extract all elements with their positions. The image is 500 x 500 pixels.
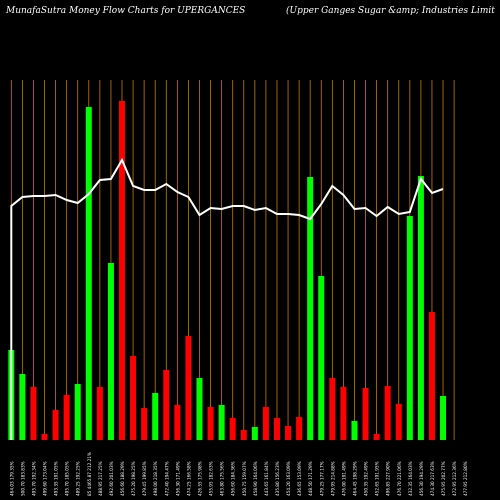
money-flow-bar: [373, 434, 380, 440]
x-tick-label: 464.45 198.29%: [352, 461, 357, 496]
x-tick-label: 500.70 183.83%: [20, 461, 25, 496]
money-flow-bar: [262, 407, 269, 440]
x-tick-label: 443.65 161.84%: [264, 461, 269, 496]
x-tick-label: 455.95 182.63%: [209, 461, 214, 496]
x-tick-label: 492.60 201.03%: [109, 461, 114, 496]
x-tick-label: 495.70 185.05%: [65, 461, 70, 496]
x-tick-label: 475.20 198.25%: [131, 461, 136, 496]
x-tick-label: 474.30 217.63%: [430, 461, 435, 496]
money-flow-bar: [141, 408, 148, 440]
x-tick-label: 448.50 171.29%: [308, 461, 313, 496]
x-tick-label: 472.40 194.47%: [164, 461, 169, 496]
x-tick-label: 476.70 221.06%: [397, 461, 402, 496]
money-flow-bar: [30, 387, 37, 440]
x-tick-label: 452.65 191.95%: [375, 461, 380, 496]
x-tick-label: 435.80 156.23%: [275, 461, 280, 496]
x-tick-label: 479.45 199.85%: [142, 461, 147, 496]
line-series: [10, 157, 444, 440]
x-tick-label: 432.35 164.03%: [408, 461, 413, 496]
money-flow-bar: [307, 177, 314, 440]
x-tick-label: 474.25 166.58%: [186, 461, 191, 496]
money-flow-bar: [119, 101, 125, 440]
x-tick-label: 450.35 192.49%: [364, 461, 369, 496]
x-tick-label: 472.95 212.36%: [452, 461, 457, 496]
x-tick-label: 475.95 202.77%: [441, 461, 446, 496]
money-flow-bar: [251, 427, 258, 440]
money-flow-bar: [229, 418, 236, 440]
money-flow-bar: [296, 417, 303, 440]
money-flow-bar: [384, 386, 391, 440]
x-tick-label: 85 4465.87 212.21%: [87, 452, 92, 496]
x-tick-label: 436.65 153.09%: [297, 461, 302, 496]
money-flow-bar: [351, 421, 358, 440]
x-tick-label: 495.70 192.34%: [31, 461, 36, 496]
x-tick-label: 454.20 163.09%: [286, 461, 291, 496]
x-tick-label: 456.60 184.36%: [231, 461, 236, 496]
x-tick-label: 493.35 191.05%: [54, 461, 59, 496]
money-flow-bar: [52, 410, 59, 440]
money-flow-bar: [273, 418, 280, 440]
money-flow-bar: [152, 393, 159, 440]
money-flow-bar: [41, 434, 48, 440]
x-tick-label: 488.95 217.25%: [98, 461, 103, 496]
x-tick-label: 479.95 214.88%: [330, 461, 335, 496]
money-flow-bar: [318, 276, 325, 440]
money-flow-bar: [185, 336, 192, 440]
money-flow-bar: [240, 430, 247, 440]
money-flow-bar: [107, 263, 114, 440]
money-flow-bar: [285, 426, 292, 440]
money-flow-bar: [207, 407, 214, 440]
chart-subtitle: (Upper Ganges Sugar &amp; Industries Lim…: [286, 6, 495, 16]
money-flow-bar: [196, 378, 203, 440]
x-tick-label: 426.55 175.98%: [197, 461, 202, 496]
x-tick-label: 476.00 191.49%: [341, 461, 346, 496]
x-tick-labels: 464.03 179.35% 500.70 183.83% 495.70 192.3…: [9, 452, 468, 496]
bar-series: [8, 101, 447, 440]
x-tick-label: 456.30 171.49%: [175, 461, 180, 496]
money-flow-bar: [428, 312, 435, 440]
x-tick-label: 450.75 159.07%: [242, 461, 247, 496]
x-tick-label: 498.00 218.35%: [153, 461, 158, 496]
money-flow-line: [10, 157, 444, 440]
money-flow-bar: [96, 387, 103, 440]
money-flow-bar: [74, 384, 81, 440]
money-flow-bar: [395, 404, 402, 440]
x-tick-label: 456.60 188.29%: [120, 461, 125, 496]
money-flow-bar: [218, 405, 225, 440]
money-flow-bar: [340, 387, 347, 440]
money-flow-bar: [362, 388, 369, 440]
chart-title: MunafaSutra Money Flow Charts for UPERGA…: [6, 6, 246, 16]
x-tick-label: 464.03 179.35%: [9, 461, 14, 496]
x-tick-label: 489.25 192.25%: [76, 461, 81, 496]
x-tick-label: 479.25 177.17%: [319, 461, 324, 496]
money-flow-bar: [63, 395, 70, 440]
x-tick-label: 456.30 194.29%: [419, 461, 424, 496]
x-tick-label: 496.85 227.90%: [386, 461, 391, 496]
money-flow-bar: [174, 405, 181, 440]
money-flow-bar: [19, 374, 26, 440]
money-flow-bar: [417, 176, 424, 440]
money-flow-bar: [130, 356, 137, 440]
money-flow-bar: [329, 378, 336, 440]
money-flow-bar: [163, 370, 170, 440]
x-tick-label: 458.90 164.06%: [253, 461, 258, 496]
x-tick-label: 463.80 175.56%: [220, 461, 225, 496]
money-flow-bar: [85, 107, 92, 440]
money-flow-bar: [406, 216, 413, 440]
money-flow-bar: [440, 396, 447, 440]
x-tick-label: 477.95 212.80%: [463, 461, 468, 496]
x-tick-label: 499.60 173.04%: [43, 461, 48, 496]
